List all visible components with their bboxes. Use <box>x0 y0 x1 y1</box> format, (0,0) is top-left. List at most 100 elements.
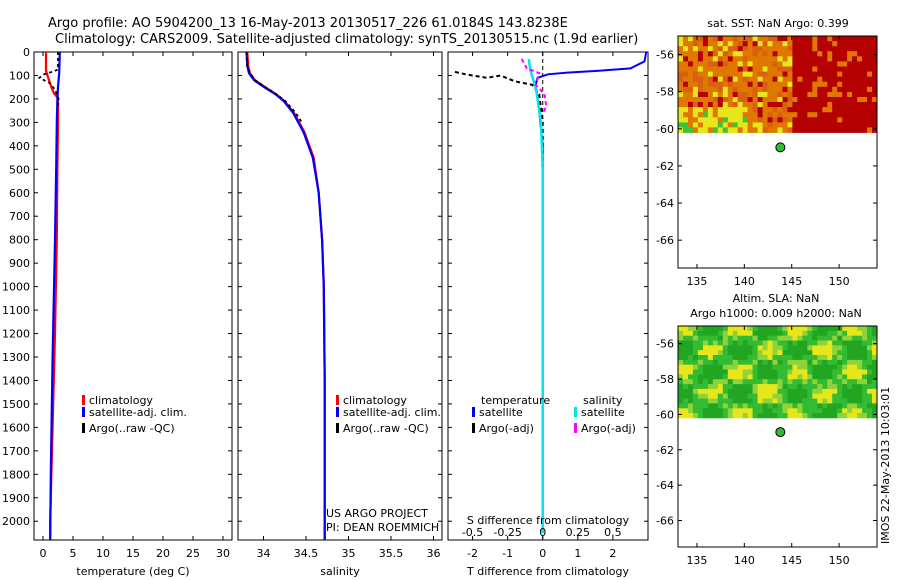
map-cell <box>742 379 749 385</box>
map-cell <box>683 51 689 57</box>
map-cell <box>727 107 734 113</box>
map-cell <box>867 81 873 88</box>
map-cell <box>822 413 828 419</box>
map-cell <box>717 61 724 67</box>
map-cell <box>827 112 833 118</box>
map-cell <box>692 355 699 361</box>
map-cell <box>812 46 818 52</box>
map-cell <box>817 393 823 399</box>
map-cell <box>827 369 833 375</box>
map-cell <box>842 91 848 98</box>
ytick-label: -62 <box>656 444 674 457</box>
map-cell <box>722 364 729 370</box>
map-cell <box>837 359 843 366</box>
map-cell <box>762 71 768 78</box>
map-cell <box>792 398 798 404</box>
map-cell <box>827 36 833 42</box>
map-cell <box>683 117 689 123</box>
map-cell <box>683 91 689 98</box>
map-cell <box>847 61 853 67</box>
map-cell <box>857 61 863 67</box>
map-cell <box>862 51 868 57</box>
map-cell <box>807 66 813 72</box>
map-cell <box>862 335 868 341</box>
map-cell <box>832 403 838 409</box>
xtick-label: 150 <box>829 554 850 567</box>
map-cell <box>737 41 744 47</box>
map-cell <box>827 122 833 128</box>
map-cell <box>862 127 868 133</box>
map-cell <box>862 384 868 390</box>
map-cell <box>678 398 684 404</box>
map-cell <box>807 374 813 380</box>
map-cell <box>827 350 833 356</box>
map-cell <box>707 335 714 341</box>
map-cell <box>772 335 778 341</box>
map-cell <box>737 71 744 78</box>
map-cell <box>857 330 863 336</box>
map-cell <box>757 408 763 414</box>
map-cell <box>787 340 793 346</box>
map-cell <box>678 36 684 42</box>
map-cell <box>732 359 739 366</box>
map-cell <box>812 61 818 67</box>
map-cell <box>722 403 729 409</box>
xtick-label: 34 <box>257 547 271 560</box>
map-cell <box>832 97 838 103</box>
map-cell <box>802 413 808 419</box>
map-cell <box>812 350 818 356</box>
map-cell <box>767 413 773 419</box>
map-cell <box>872 369 878 375</box>
map-cell <box>762 393 768 399</box>
map-cell <box>837 384 843 390</box>
map-cell <box>697 91 704 98</box>
map-cell <box>727 127 734 133</box>
x-axis-label: T difference from climatology <box>466 565 629 578</box>
map-cell <box>847 345 853 351</box>
map-cell <box>717 326 724 332</box>
map-cell <box>678 102 684 108</box>
map-cell <box>822 51 828 57</box>
map-cell <box>812 345 818 351</box>
map-cell <box>762 91 768 98</box>
map-cell <box>777 102 783 108</box>
map-cell <box>797 81 803 88</box>
map-cell <box>722 51 729 57</box>
map-cell <box>722 71 729 78</box>
map-cell <box>722 326 729 332</box>
map-cell <box>832 398 838 404</box>
map-cell <box>832 384 838 390</box>
map-cell <box>802 127 808 133</box>
map-cell <box>678 117 684 123</box>
map-cell <box>787 81 793 88</box>
ytick-label: 300 <box>9 116 30 129</box>
map-cell <box>722 46 729 52</box>
map-cell <box>787 398 793 404</box>
map-cell <box>752 102 758 108</box>
map-cell <box>812 364 818 370</box>
map-cell <box>862 41 868 47</box>
map-cell <box>747 61 753 67</box>
map-cell <box>822 76 828 83</box>
map-cell <box>872 335 878 341</box>
map-cell <box>842 46 848 52</box>
map-cell <box>762 345 768 351</box>
map-cell <box>688 81 694 88</box>
map-cell <box>832 345 838 351</box>
map-cell <box>862 81 868 88</box>
map-cell <box>757 384 763 390</box>
map-cell <box>747 122 753 128</box>
map-cell <box>692 117 699 123</box>
map-cell <box>822 408 828 414</box>
map-cell <box>797 36 803 42</box>
map-cell <box>688 56 694 62</box>
map-cell <box>792 117 798 123</box>
map-cell <box>692 91 699 98</box>
map-cell <box>872 97 878 103</box>
map-cell <box>867 374 873 380</box>
map-cell <box>817 355 823 361</box>
map-cell <box>762 330 768 336</box>
map-cell <box>792 61 798 67</box>
map-cell <box>767 388 773 395</box>
map-cell <box>697 403 704 409</box>
